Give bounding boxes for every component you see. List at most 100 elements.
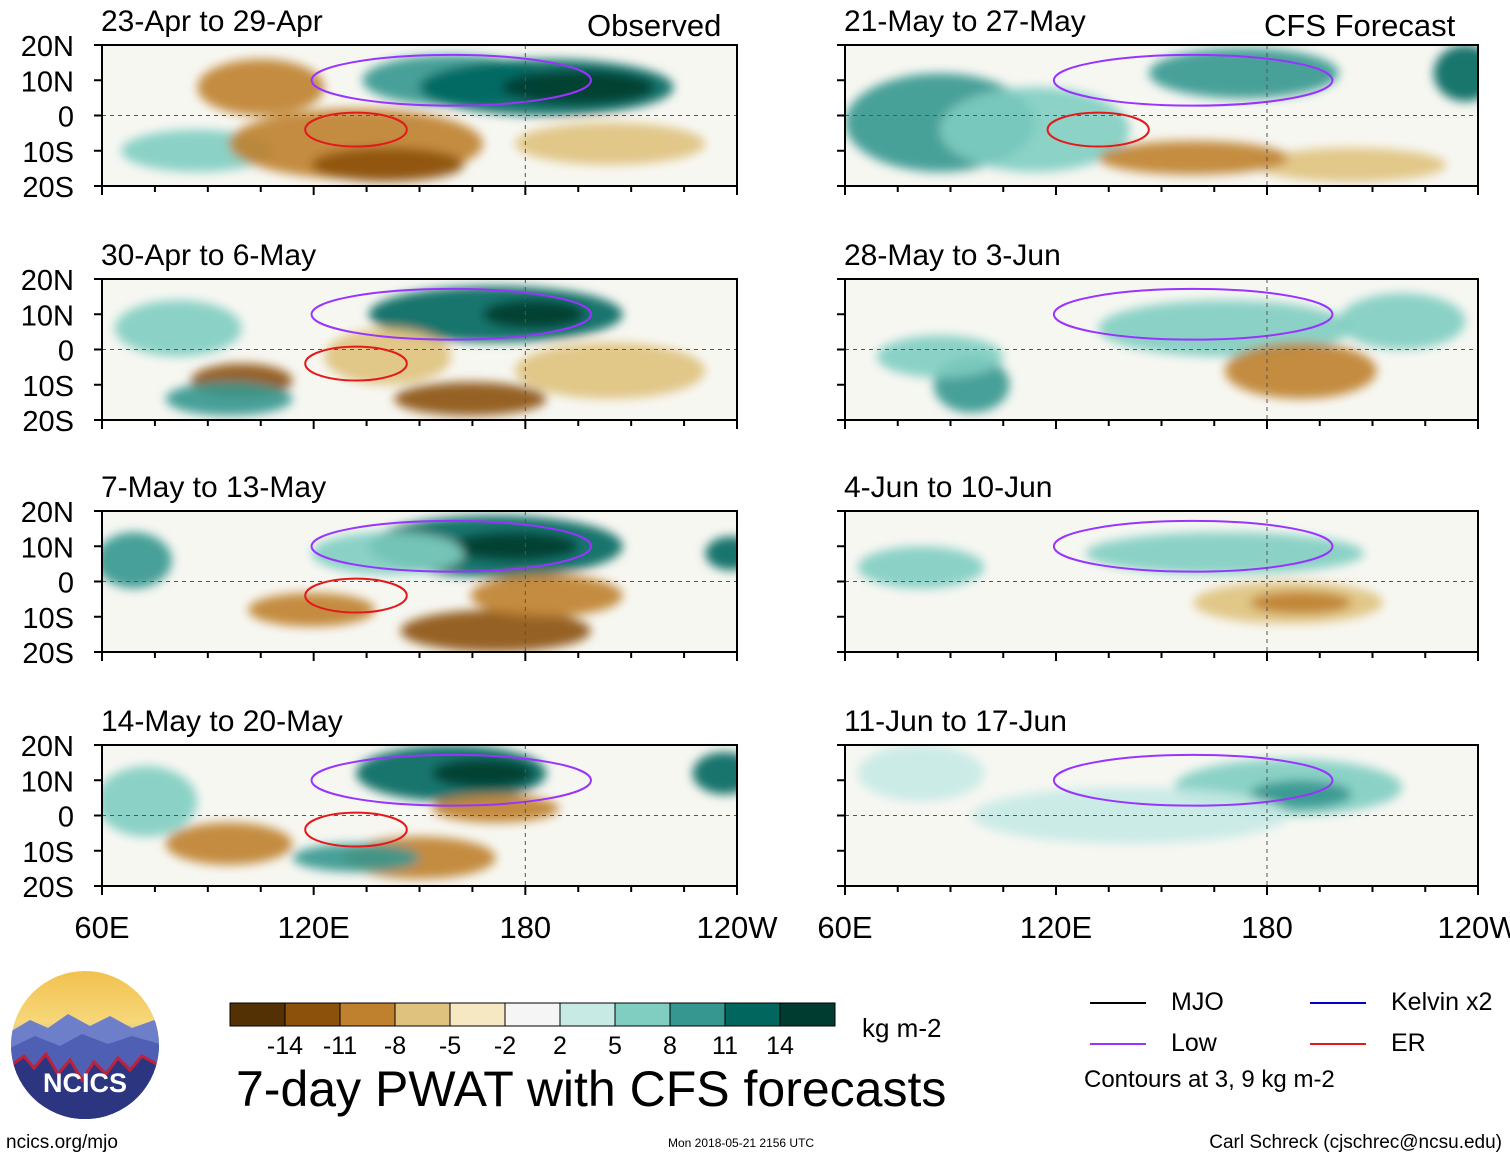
pwat-anomaly-blob <box>502 70 655 105</box>
ncics-logo-graphic: NCICS <box>11 971 159 1119</box>
colorbar: -14 -11 -8 -5 -2 2 5 8 11 14 <box>229 1002 836 1060</box>
pwat-anomaly-blob <box>876 335 1004 378</box>
pwat-anomaly-blob <box>1148 47 1339 99</box>
colorbar-unit: kg m-2 <box>862 1013 942 1043</box>
er-contour <box>304 811 408 848</box>
low-contour <box>1052 753 1334 807</box>
x-tick-label: 120E <box>277 910 349 945</box>
legend-label-kelvin: Kelvin x2 <box>1391 988 1493 1016</box>
y-tick-label: 0 <box>58 102 74 134</box>
pwat-anomaly-blob <box>197 59 325 116</box>
er-contour <box>304 111 408 148</box>
pwat-anomaly-blob <box>1250 591 1352 614</box>
panel-5: 21-May to 27-May <box>844 5 1479 187</box>
panel-8: 11-Jun to 17-Jun <box>844 705 1479 887</box>
pwat-anomaly-blob <box>248 592 376 627</box>
footer-author: Carl Schreck (cjschrec@ncsu.edu) <box>1209 1132 1502 1153</box>
footer-timestamp: Mon 2018-05-21 2156 UTC <box>668 1136 815 1150</box>
pwat-anomaly-blob <box>1256 147 1447 182</box>
colorbar-tick-label: -11 <box>323 1032 357 1060</box>
colorbar-swatch <box>394 1002 451 1027</box>
forecast-label: CFS Forecast <box>1264 8 1456 43</box>
colorbar-swatch <box>339 1002 396 1027</box>
pwat-anomaly-blob <box>165 381 293 416</box>
low-contour <box>1052 287 1334 341</box>
panel-label: 4-Jun to 10-Jun <box>844 471 1052 504</box>
x-tick-label: 120W <box>697 910 779 945</box>
y-tick-label: 20S <box>22 638 74 670</box>
y-tick-label: 10S <box>22 371 74 403</box>
legend-line-low <box>1090 1043 1146 1045</box>
low-contour <box>1052 53 1334 107</box>
pwat-anomaly-blob <box>114 300 242 357</box>
y-tick-label: 20N <box>21 731 74 763</box>
y-tick-label: 10S <box>22 603 74 635</box>
legend-line-er <box>1310 1043 1366 1045</box>
pwat-anomaly-blob <box>514 122 706 165</box>
colorbar-swatch <box>449 1002 506 1027</box>
footer-url[interactable]: ncics.org/mjo <box>6 1132 118 1153</box>
colorbar-swatch <box>724 1002 781 1027</box>
panel-4: 14-May to 20-May <box>101 705 738 887</box>
colorbar-swatch <box>559 1002 616 1027</box>
observed-label: Observed <box>587 8 722 43</box>
legend-line-mjo <box>1090 1002 1146 1004</box>
pwat-anomaly-blob <box>1098 140 1289 175</box>
y-tick-label: 20N <box>21 31 74 63</box>
panel-label: 7-May to 13-May <box>101 471 326 504</box>
y-tick-label: 20S <box>22 872 74 904</box>
y-tick-label: 10S <box>22 837 74 869</box>
y-tick-label: 10S <box>22 137 74 169</box>
x-tick-label: 60E <box>817 910 872 945</box>
x-tick-label: 120E <box>1020 910 1092 945</box>
panel-label: 21-May to 27-May <box>844 5 1086 38</box>
colorbar-tick-label: -2 <box>494 1032 516 1060</box>
y-tick-label: 20S <box>22 406 74 438</box>
pwat-anomaly-blob <box>857 546 985 589</box>
pwat-anomaly-blob <box>432 794 560 823</box>
pwat-anomaly-blob <box>857 745 985 802</box>
low-contour <box>1052 519 1334 573</box>
er-contour <box>1046 111 1150 148</box>
panel-label: 23-Apr to 29-Apr <box>101 5 323 38</box>
pwat-anomaly-blob <box>102 532 172 589</box>
pwat-anomaly-blob <box>432 759 534 788</box>
colorbar-tick-label: -14 <box>267 1032 303 1060</box>
y-tick-label: 10N <box>21 300 74 332</box>
colorbar-tick-label: 5 <box>608 1032 622 1060</box>
legend-label-mjo: MJO <box>1171 988 1224 1016</box>
colorbar-swatch <box>779 1002 836 1027</box>
panel-3: 7-May to 13-May <box>101 471 738 653</box>
x-tick-label: 180 <box>499 910 551 945</box>
colorbar-swatch <box>669 1002 726 1027</box>
panel-label: 30-Apr to 6-May <box>101 239 316 272</box>
pwat-anomaly-blob <box>939 87 1130 172</box>
low-contour <box>310 753 592 807</box>
colorbar-swatch <box>284 1002 341 1027</box>
pwat-anomaly-blob <box>165 822 293 865</box>
pwat-anomaly-blob <box>470 574 623 617</box>
contour-note: Contours at 3, 9 kg m-2 <box>1084 1066 1335 1093</box>
low-contour <box>310 53 592 107</box>
low-contour <box>310 519 592 573</box>
colorbar-tick-label: 11 <box>712 1032 738 1060</box>
pwat-anomaly-blob <box>1098 300 1352 357</box>
er-contour <box>304 345 408 382</box>
colorbar-tick-label: 14 <box>766 1032 794 1060</box>
logo-text: NCICS <box>43 1068 127 1098</box>
pwat-anomaly-blob <box>324 328 452 385</box>
pwat-anomaly-blob <box>311 147 464 182</box>
colorbar-tick-label: 2 <box>553 1032 567 1060</box>
y-tick-label: 10N <box>21 66 74 98</box>
colorbar-tick-label: -8 <box>384 1032 406 1060</box>
colorbar-swatch <box>504 1002 561 1027</box>
legend-label-er: ER <box>1391 1029 1426 1057</box>
panel-label: 11-Jun to 17-Jun <box>844 705 1067 738</box>
pwat-anomaly-blob <box>102 766 198 837</box>
y-tick-label: 0 <box>58 802 74 834</box>
y-tick-label: 10N <box>21 766 74 798</box>
y-tick-label: 20N <box>21 497 74 529</box>
pwat-anomaly-blob <box>1338 293 1466 350</box>
panel-6: 28-May to 3-Jun <box>844 239 1479 421</box>
